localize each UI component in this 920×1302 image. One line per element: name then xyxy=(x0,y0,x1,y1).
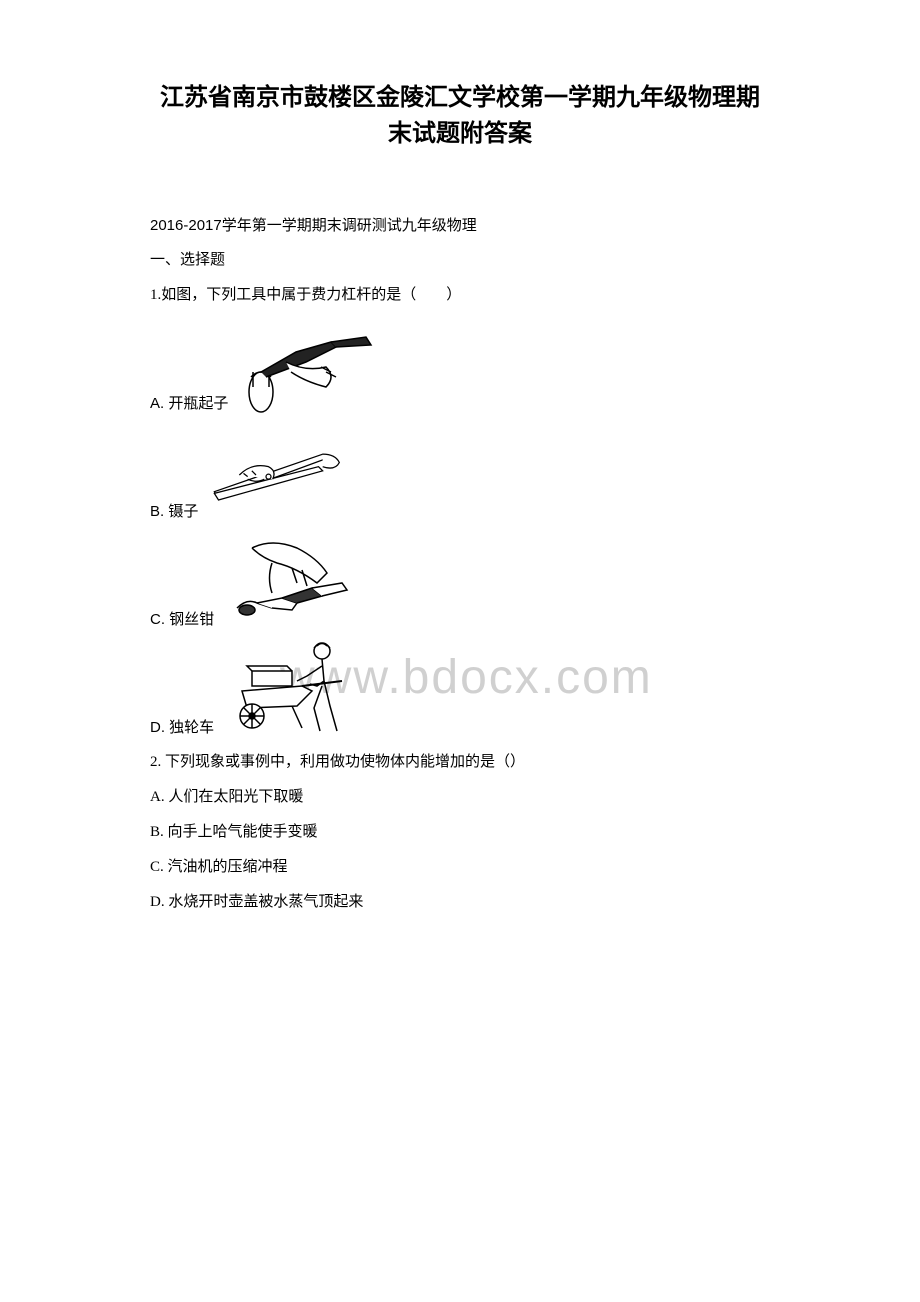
question-2-option-d: D. 水烧开时壶盖被水蒸气顶起来 xyxy=(120,889,800,916)
pliers-icon xyxy=(222,533,372,633)
bottle-opener-icon xyxy=(236,317,386,417)
question-1-option-c: C. 钢丝钳 xyxy=(120,533,800,633)
option-d-label: D. 独轮车 xyxy=(120,714,214,741)
document-subtitle: 2016-2017学年第一学期期末调研测试九年级物理 xyxy=(120,212,800,239)
option-b-label: B. 镊子 xyxy=(120,498,198,525)
tweezers-icon xyxy=(206,425,356,525)
question-1-text: 1.如图，下列工具中属于费力杠杆的是（ ） xyxy=(120,282,800,309)
question-1-option-d: D. 独轮车 xyxy=(120,641,800,741)
section-1-heading: 一、选择题 xyxy=(120,247,800,274)
question-2-option-c: C. 汽油机的压缩冲程 xyxy=(120,854,800,881)
wheelbarrow-icon xyxy=(222,641,372,741)
question-1-option-a: A. 开瓶起子 xyxy=(120,317,800,417)
document-title: 江苏省南京市鼓楼区金陵汇文学校第一学期九年级物理期 末试题附答案 xyxy=(120,80,800,152)
option-a-label: A. 开瓶起子 xyxy=(120,390,228,417)
question-2-option-b: B. 向手上哈气能使手变暖 xyxy=(120,819,800,846)
option-c-label: C. 钢丝钳 xyxy=(120,606,214,633)
question-2-text: 2. 下列现象或事例中，利用做功使物体内能增加的是（） xyxy=(120,749,800,776)
document-content: 江苏省南京市鼓楼区金陵汇文学校第一学期九年级物理期 末试题附答案 2016-20… xyxy=(120,80,800,916)
title-line-1: 江苏省南京市鼓楼区金陵汇文学校第一学期九年级物理期 xyxy=(120,80,800,116)
question-1-option-b: B. 镊子 xyxy=(120,425,800,525)
title-line-2: 末试题附答案 xyxy=(120,116,800,152)
question-2-option-a: A. 人们在太阳光下取暖 xyxy=(120,784,800,811)
